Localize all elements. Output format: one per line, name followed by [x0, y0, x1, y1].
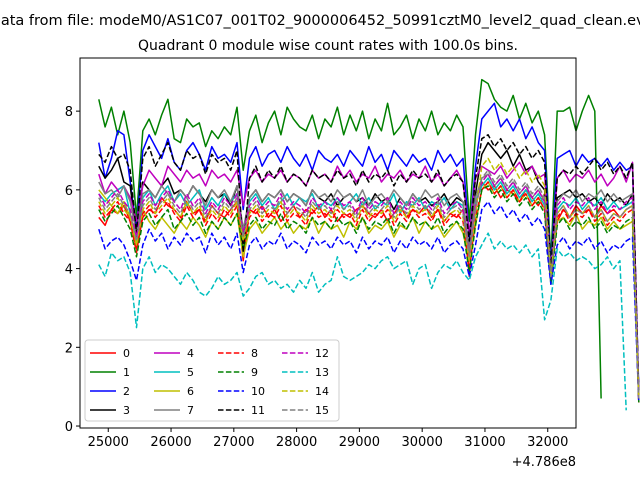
x-tick-label: 32000 — [527, 435, 568, 450]
legend-label: 11 — [251, 404, 265, 417]
legend-label: 15 — [315, 404, 329, 417]
x-tick-label: 28000 — [276, 435, 317, 450]
plot-area — [98, 78, 640, 411]
series-line-13 — [98, 232, 627, 411]
x-tick-label: 31000 — [464, 435, 505, 450]
legend-frame — [84, 339, 340, 422]
legend-label: 0 — [123, 347, 130, 360]
axes-frame — [79, 57, 577, 429]
legend-label: 14 — [315, 385, 329, 398]
legend-label: 8 — [251, 347, 258, 360]
x-offset-label: +4.786e8 — [512, 455, 576, 470]
x-tick-label: 30000 — [401, 435, 442, 450]
legend-label: 10 — [251, 385, 265, 398]
x-tick-label: 26000 — [150, 435, 191, 450]
legend-label: 2 — [123, 385, 130, 398]
series-line-15 — [98, 169, 640, 399]
legend-label: 7 — [187, 404, 194, 417]
y-tick-label: 6 — [65, 184, 73, 199]
legend-label: 13 — [315, 366, 329, 379]
series-line-1 — [98, 78, 602, 399]
series-line-12 — [98, 173, 640, 399]
legend-label: 1 — [123, 366, 130, 379]
legend-label: 12 — [315, 347, 329, 360]
x-tick-label: 25000 — [88, 435, 129, 450]
x-axis-ticks: 25000 26000 27000 28000 29000 30000 31000 32000 — [88, 428, 568, 450]
x-tick-label: 29000 — [339, 435, 380, 450]
y-tick-label: 4 — [65, 263, 73, 278]
legend-label: 9 — [251, 366, 258, 379]
y-tick-label: 2 — [65, 341, 73, 356]
legend-label: 6 — [187, 385, 194, 398]
y-tick-label: 0 — [65, 420, 73, 435]
legend-label: 4 — [187, 347, 194, 360]
chart-title: Quadrant 0 module wise count rates with … — [138, 38, 518, 54]
x-tick-label: 27000 — [213, 435, 254, 450]
series-line-11 — [98, 134, 640, 395]
y-tick-label: 8 — [65, 105, 73, 120]
legend-label: 5 — [187, 366, 194, 379]
figure-suptitle: Data from file: modeM0/AS1C07_001T02_900… — [0, 13, 640, 29]
series-line-10 — [98, 200, 640, 403]
y-axis-ticks: 0 2 4 6 8 — [65, 105, 80, 435]
legend-label: 3 — [123, 404, 130, 417]
